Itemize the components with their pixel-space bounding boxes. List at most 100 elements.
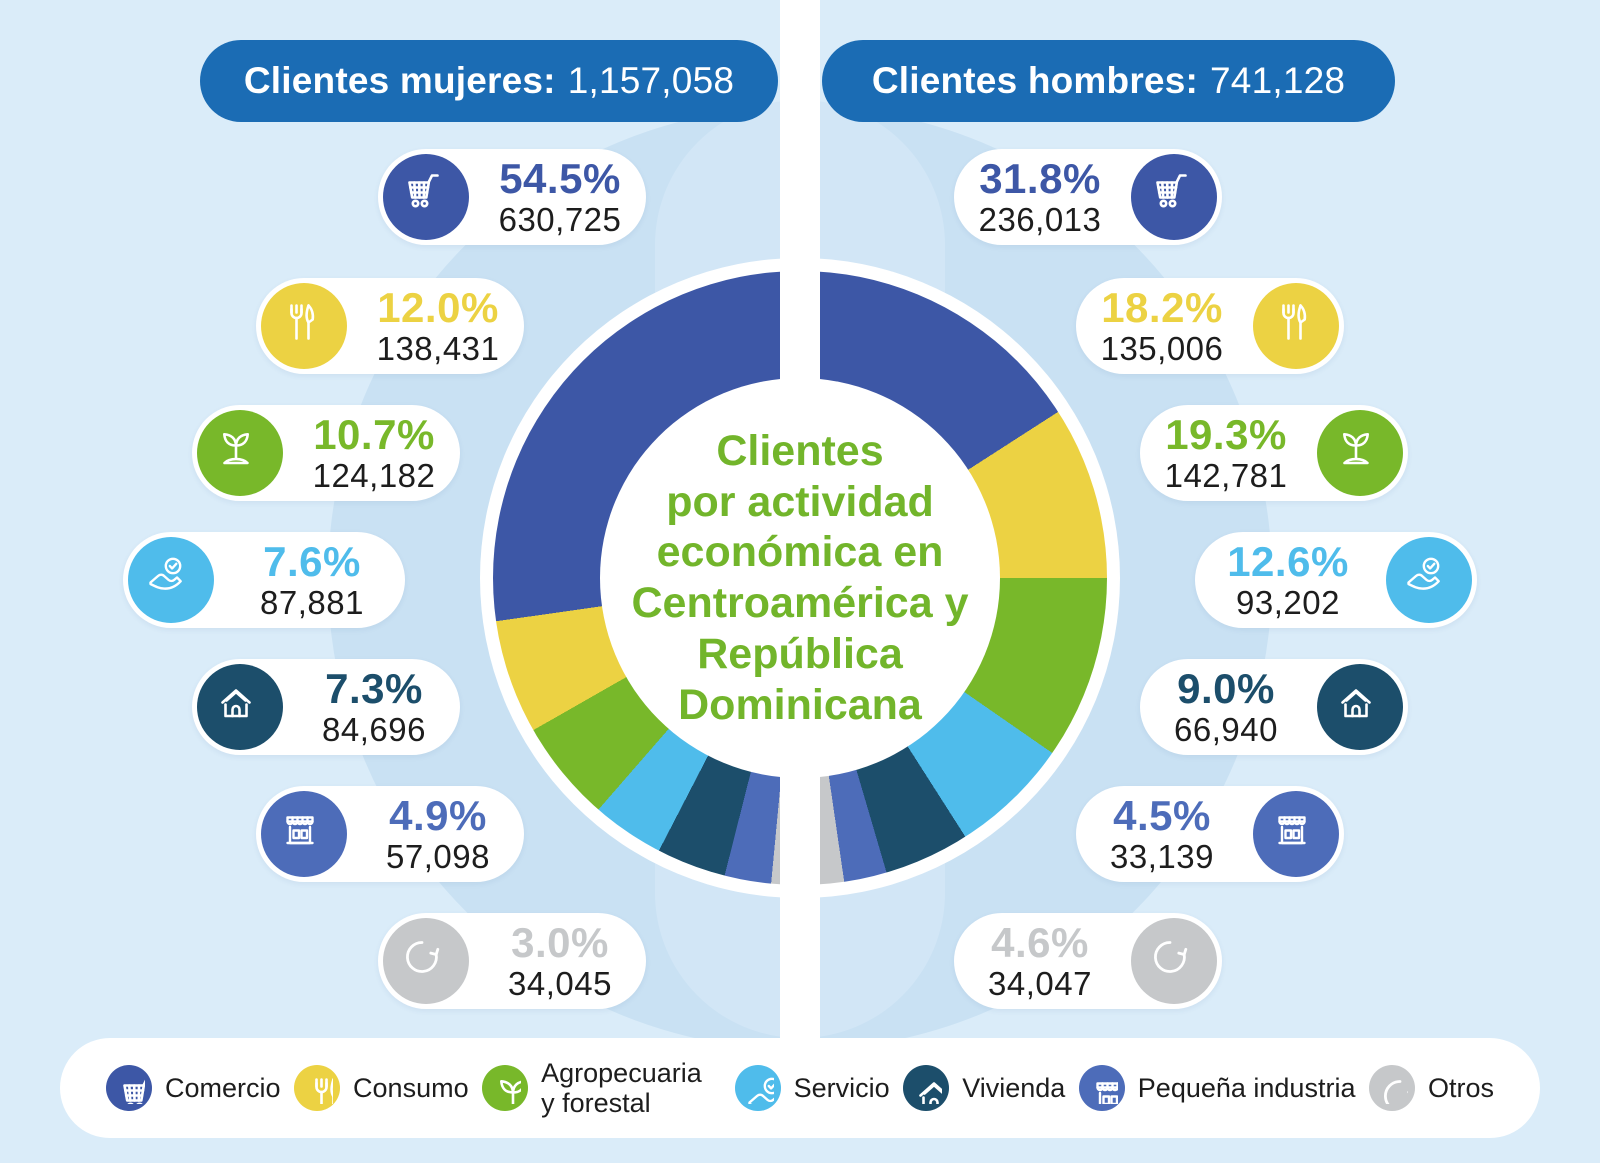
cart-icon — [123, 1077, 145, 1104]
percent-value: 4.6% — [991, 919, 1089, 966]
hand-check-icon — [149, 557, 182, 590]
legend-item-agropecuaria: Agropecuaria y forestal — [482, 1058, 721, 1118]
legend-label: Pequeña industria — [1137, 1072, 1356, 1103]
header-mujeres-value: 1,157,058 — [567, 60, 735, 101]
count-value: 87,881 — [260, 584, 364, 621]
stat-pill-hombres-agro: 19.3% 142,781 — [1140, 405, 1408, 501]
chart-title-line: Clientes — [716, 426, 884, 475]
percent-value: 12.0% — [377, 284, 499, 331]
store-icon — [1096, 1082, 1118, 1104]
stat-pill-mujeres-vivienda: 7.3% 84,696 — [192, 659, 460, 755]
stat-pill-hombres-servicio: 12.6% 93,202 — [1195, 532, 1477, 628]
house-icon — [1341, 689, 1371, 718]
plant-icon — [500, 1080, 522, 1104]
stat-pill-hombres-vivienda: 9.0% 66,940 — [1140, 659, 1408, 755]
refresh-circle — [1368, 1065, 1415, 1111]
header-hombres-label: Clientes hombres: — [871, 60, 1199, 101]
vivienda-circle — [1317, 664, 1403, 750]
cutlery-circle — [294, 1065, 341, 1111]
percent-value: 10.7% — [313, 411, 435, 458]
legend-label: Otros — [1427, 1072, 1494, 1103]
percent-value: 19.3% — [1165, 411, 1287, 458]
percent-value: 12.6% — [1227, 538, 1349, 585]
house-icon — [919, 1082, 943, 1104]
cutlery-icon — [315, 1078, 334, 1104]
refresh-icon — [1154, 941, 1188, 973]
stat-pill-mujeres-pequena: 4.9% 57,098 — [256, 786, 524, 882]
legend-label: Agropecuaria y forestal — [541, 1057, 702, 1118]
cart-icon — [1156, 174, 1187, 208]
count-value: 66,940 — [1174, 711, 1278, 748]
otros-circle — [383, 918, 469, 1004]
count-value: 138,431 — [376, 330, 500, 367]
agro-circle — [1317, 410, 1403, 496]
servicio-circle — [1386, 537, 1472, 623]
refresh-icon — [406, 941, 440, 973]
stat-pill-mujeres-comercio: 54.5% 630,725 — [378, 149, 646, 245]
chart-title-line: económica en — [656, 528, 944, 577]
legend-label: Comercio — [165, 1072, 281, 1103]
count-value: 135,006 — [1100, 330, 1224, 367]
legend-label: Servicio — [793, 1072, 890, 1103]
chart-title-line: por actividad — [666, 477, 934, 526]
legend-item-consumo: Consumo — [294, 1065, 469, 1111]
stat-pill-hombres-otros: 4.6% 34,047 — [954, 913, 1222, 1009]
consumo-circle — [1253, 283, 1339, 369]
count-value: 57,098 — [386, 838, 490, 875]
plant-circle — [482, 1065, 529, 1111]
chart-title-line: Dominicana — [678, 680, 922, 729]
percent-value: 31.8% — [979, 155, 1101, 202]
percent-value: 7.6% — [263, 538, 361, 585]
agro-circle — [197, 410, 283, 496]
plant-icon — [223, 432, 249, 465]
stat-pill-hombres-comercio: 31.8% 236,013 — [954, 149, 1222, 245]
store-circle — [1078, 1065, 1125, 1111]
house-icon — [221, 689, 251, 718]
store-icon — [286, 816, 314, 845]
legend-label: Consumo — [353, 1072, 469, 1103]
pequena-circle — [1253, 791, 1339, 877]
percent-value: 9.0% — [1177, 665, 1275, 712]
stat-pill-mujeres-otros: 3.0% 34,045 — [378, 913, 646, 1009]
count-value: 33,139 — [1110, 838, 1214, 875]
header-mujeres: Clientes mujeres: 1,157,058 — [200, 40, 778, 122]
legend-item-vivienda: Vivienda — [903, 1065, 1065, 1111]
percent-value: 4.9% — [389, 792, 487, 839]
count-value: 124,182 — [312, 457, 436, 494]
header-hombres-value: 741,128 — [1210, 60, 1346, 101]
chart-title-line: República — [697, 629, 903, 678]
stat-pill-mujeres-agro: 10.7% 124,182 — [192, 405, 460, 501]
donut-center — [600, 378, 1000, 778]
comercio-circle — [383, 154, 469, 240]
count-value: 34,045 — [508, 965, 612, 1002]
servicio-circle — [128, 537, 214, 623]
count-value: 142,781 — [1164, 457, 1288, 494]
count-value: 93,202 — [1236, 584, 1340, 621]
percent-value: 3.0% — [511, 919, 609, 966]
hand-check-circle — [734, 1065, 781, 1111]
legend-item-pequena-industria: Pequeña industria — [1078, 1065, 1356, 1111]
hand-check-icon — [747, 1077, 774, 1104]
legend-item-otros: Otros — [1368, 1065, 1494, 1111]
stat-pill-hombres-pequena: 4.5% 33,139 — [1076, 786, 1344, 882]
legend-item-servicio: Servicio — [734, 1065, 890, 1111]
percent-value: 54.5% — [499, 155, 621, 202]
chart-title: Clientes por actividad económica en Cent… — [585, 426, 1015, 730]
legend-bar: Comercio Consumo Agropecuaria y forestal… — [60, 1038, 1540, 1138]
header-hombres: Clientes hombres: 741,128 — [822, 40, 1395, 122]
vivienda-circle — [197, 664, 283, 750]
cutlery-icon — [1282, 304, 1307, 340]
count-value: 630,725 — [498, 201, 622, 238]
consumo-circle — [261, 283, 347, 369]
refresh-icon — [1384, 1080, 1408, 1104]
pequena-circle — [261, 791, 347, 877]
store-icon — [1278, 816, 1306, 845]
percent-value: 18.2% — [1101, 284, 1223, 331]
legend-label: Vivienda — [962, 1072, 1066, 1103]
chart-title-line: Centroamérica y — [631, 579, 969, 627]
comercio-circle — [1131, 154, 1217, 240]
plant-icon — [1343, 432, 1369, 465]
hand-check-icon — [1407, 557, 1440, 590]
cart-icon — [408, 174, 439, 208]
